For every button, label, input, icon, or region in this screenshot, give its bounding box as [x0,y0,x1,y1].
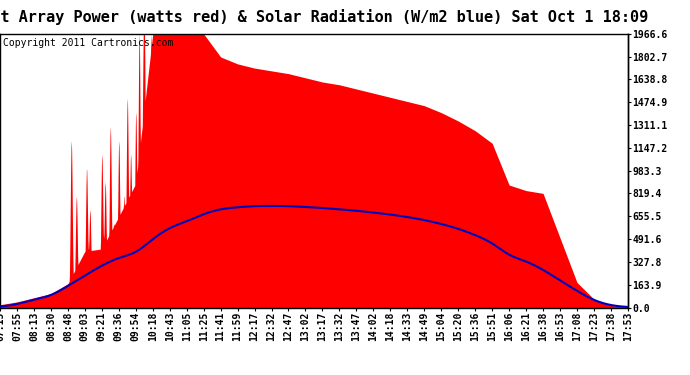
Text: Copyright 2011 Cartronics.com: Copyright 2011 Cartronics.com [3,38,173,48]
Text: East Array Power (watts red) & Solar Radiation (W/m2 blue) Sat Oct 1 18:09: East Array Power (watts red) & Solar Rad… [0,9,648,26]
